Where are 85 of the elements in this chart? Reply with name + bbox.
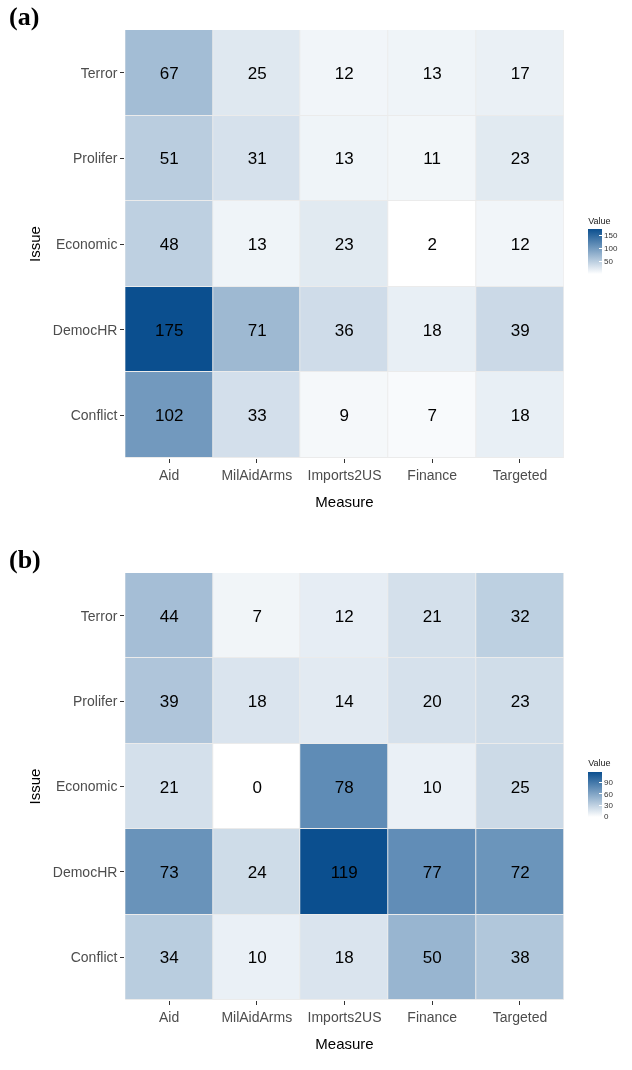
data-label: 2 xyxy=(427,234,437,254)
data-label: 51 xyxy=(159,148,179,168)
y-tick-label: Conflict xyxy=(70,407,118,424)
data-label: 13 xyxy=(334,148,354,168)
y-axis-title: Issue xyxy=(26,226,44,262)
data-label: 13 xyxy=(247,234,267,254)
chart-title: (b) xyxy=(9,545,41,574)
data-label: 18 xyxy=(334,947,354,967)
data-label: 10 xyxy=(247,947,267,967)
data-label: 102 xyxy=(155,405,184,425)
data-label: 48 xyxy=(159,234,179,254)
chart-title: (a) xyxy=(9,2,40,31)
y-tick-label: Economic xyxy=(55,778,118,795)
data-label: 39 xyxy=(159,691,179,711)
data-label: 119 xyxy=(330,862,358,882)
data-label: 50 xyxy=(422,947,442,967)
color-bar-label: 100 xyxy=(604,244,618,254)
data-label: 12 xyxy=(510,234,530,254)
data-label: 17 xyxy=(510,63,530,83)
data-label: 32 xyxy=(510,606,530,626)
y-tick-label: Prolifer xyxy=(73,693,118,709)
data-label: 71 xyxy=(247,320,267,340)
data-label: 11 xyxy=(423,148,442,168)
data-label: 25 xyxy=(247,63,267,83)
data-label: 77 xyxy=(422,862,442,882)
data-label: 44 xyxy=(159,606,179,626)
data-label: 13 xyxy=(422,63,442,83)
data-label: 31 xyxy=(247,148,267,168)
y-axis-title: Issue xyxy=(26,768,44,805)
data-label: 36 xyxy=(334,320,354,340)
x-tick-label: Finance xyxy=(407,466,458,483)
data-label: 39 xyxy=(510,320,530,340)
data-label: 175 xyxy=(155,320,184,340)
color-bar-label: 0 xyxy=(604,812,610,822)
x-tick-label: Imports2US xyxy=(307,466,382,483)
data-label: 7 xyxy=(252,606,262,626)
color-bar-label: 30 xyxy=(604,800,614,810)
x-tick-label: Targeted xyxy=(492,466,548,483)
y-tick-label: Prolifer xyxy=(73,150,118,167)
color-bar-label: 90 xyxy=(604,778,614,788)
y-tick-label: DemocHR xyxy=(52,321,118,338)
data-label: 23 xyxy=(510,148,530,168)
data-label: 73 xyxy=(159,862,179,882)
y-tick-label: Terror xyxy=(80,64,118,81)
data-label: 24 xyxy=(247,862,267,882)
x-axis-title: Measure xyxy=(315,1034,374,1052)
y-tick-label: Conflict xyxy=(70,949,118,966)
data-label: 33 xyxy=(247,405,267,425)
data-label: 18 xyxy=(510,405,530,425)
data-label: 18 xyxy=(422,320,442,340)
data-label: 12 xyxy=(334,63,354,83)
x-tick-label: Imports2US xyxy=(307,1008,382,1025)
data-label: 67 xyxy=(159,63,179,83)
x-axis-title: Measure xyxy=(315,492,374,510)
data-label: 14 xyxy=(334,691,354,711)
x-tick-label: MilAidArms xyxy=(221,1008,293,1025)
data-label: 23 xyxy=(510,691,530,711)
y-tick-label: DemocHR xyxy=(52,863,118,880)
data-label: 21 xyxy=(422,606,442,626)
x-tick-label: Finance xyxy=(407,1008,458,1025)
data-label: 0 xyxy=(252,777,262,797)
x-tick-label: Aid xyxy=(158,466,180,483)
color-bar-title: Value xyxy=(588,758,611,769)
x-tick-label: Targeted xyxy=(492,1008,548,1025)
x-tick-label: Aid xyxy=(158,1008,180,1025)
y-tick-label: Economic xyxy=(55,235,118,252)
data-label: 18 xyxy=(247,691,267,711)
color-bar-label: 150 xyxy=(604,231,618,241)
y-tick-label: Terror xyxy=(80,607,118,624)
color-bar-title: Value xyxy=(588,215,611,226)
data-label: 12 xyxy=(334,606,354,626)
x-tick-label: MilAidArms xyxy=(221,466,293,483)
data-label: 7 xyxy=(427,405,437,425)
data-label: 10 xyxy=(422,777,442,797)
data-label: 78 xyxy=(334,777,354,797)
color-bar-label: 50 xyxy=(604,257,614,267)
data-label: 25 xyxy=(510,777,530,797)
data-label: 34 xyxy=(159,947,179,967)
data-label: 21 xyxy=(159,777,179,797)
data-label: 20 xyxy=(422,691,442,711)
data-label: 9 xyxy=(339,405,349,425)
data-label: 38 xyxy=(510,947,530,967)
data-label: 23 xyxy=(334,234,354,254)
data-label: 72 xyxy=(510,862,530,882)
color-bar-label: 60 xyxy=(604,789,614,799)
